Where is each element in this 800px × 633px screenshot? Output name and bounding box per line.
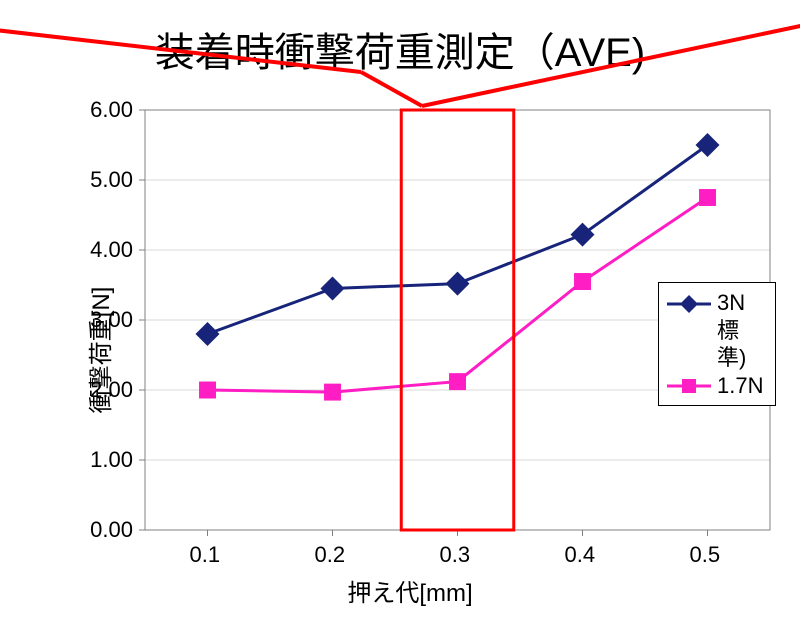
y-tick-label: 5.00 (90, 167, 133, 193)
legend-swatch (667, 293, 711, 313)
y-tick-label: 2.00 (90, 377, 133, 403)
legend-label: 3N (717, 289, 745, 317)
y-tick-label: 1.00 (90, 447, 133, 473)
x-tick-label: 0.5 (690, 542, 721, 568)
x-tick-label: 0.1 (190, 542, 221, 568)
y-tick-label: 3.00 (90, 307, 133, 333)
y-tick-label: 6.00 (90, 97, 133, 123)
x-axis-label: 押え代[mm] (40, 573, 780, 608)
x-tick-label: 0.2 (315, 542, 346, 568)
legend-sublabel: 標準) (717, 317, 767, 372)
chart-container: 衝撃荷重[N] 押え代[mm] 0.001.002.003.004.005.00… (40, 100, 780, 600)
y-tick-label: 4.00 (90, 237, 133, 263)
legend: 3N標準) 1.7N (658, 282, 776, 406)
legend-item: 3N (667, 289, 767, 317)
legend-swatch (667, 375, 711, 395)
legend-item: 1.7N (667, 372, 767, 400)
legend-label: 1.7N (717, 372, 763, 400)
x-tick-label: 0.3 (440, 542, 471, 568)
x-tick-label: 0.4 (565, 542, 596, 568)
chart-title: 装着時衝撃荷重測定（AVE) (0, 20, 800, 78)
y-tick-label: 0.00 (90, 517, 133, 543)
